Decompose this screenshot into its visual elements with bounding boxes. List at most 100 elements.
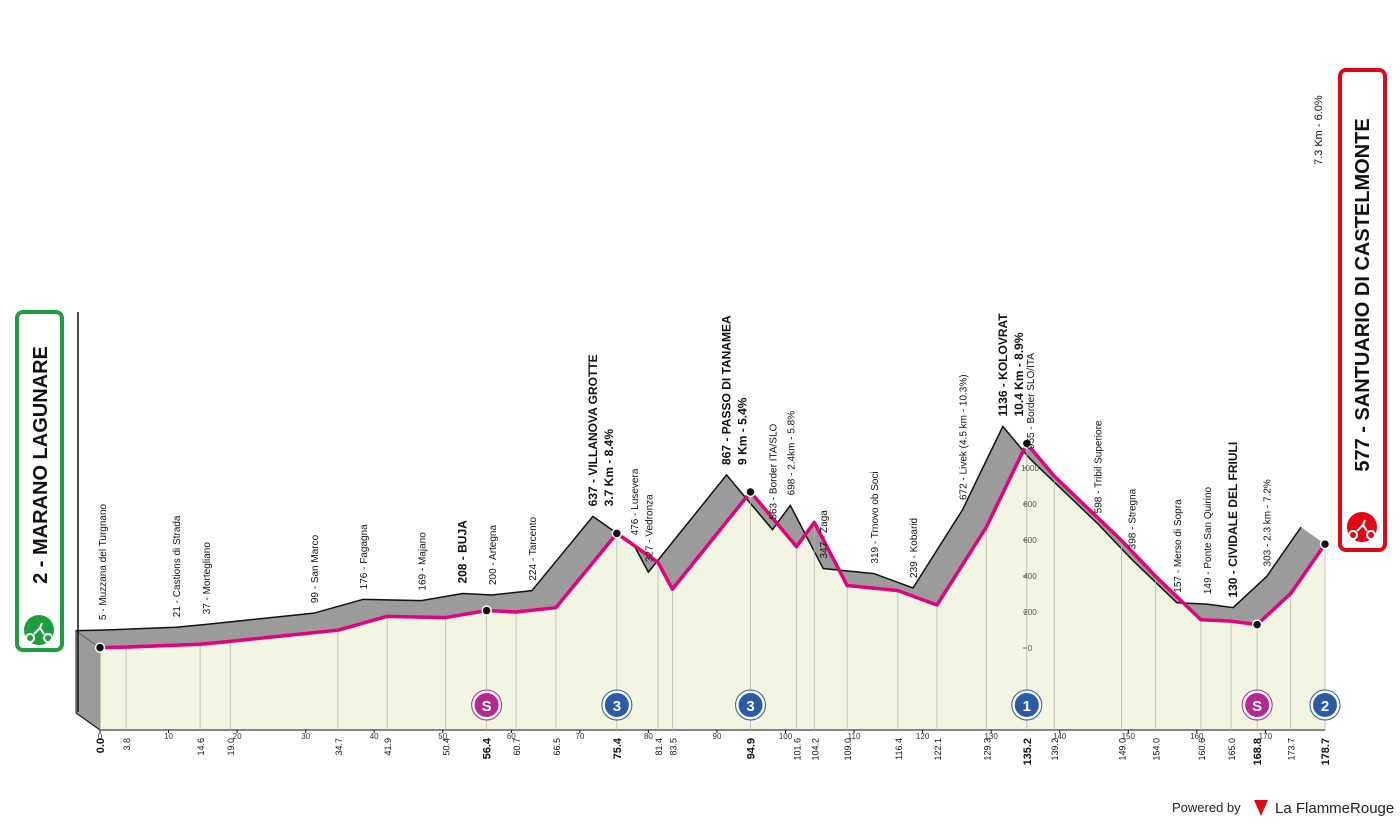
km-label: 109.0: [843, 738, 853, 761]
marker-ring: [1011, 689, 1043, 721]
marker-icon: [1311, 691, 1339, 719]
profile-line: [99, 441, 1327, 650]
marker-label: S: [482, 698, 492, 715]
waypoint-label: 21 - Castions di Strada: [172, 515, 183, 617]
finish-climb: 7.3 Km - 6.0%: [1313, 95, 1325, 165]
waypoint-label: 319 - Trnovo ob Soci: [870, 471, 881, 563]
point-dot: [611, 528, 623, 539]
finish-panel: [1338, 68, 1387, 552]
x-tick-label: 100: [779, 732, 793, 741]
km-label: 135.2: [1022, 738, 1034, 766]
marker-label: 1: [1023, 698, 1031, 715]
x-tick-label: 120: [916, 732, 930, 741]
waypoint-label: 672 - Livek (4.5 km - 10.3%): [958, 374, 969, 500]
start-label: 2 - MARANO LAGUNARE: [30, 346, 52, 584]
x-tick-label: 0: [98, 732, 103, 741]
waypoint-label: 239 - Kobarid: [909, 518, 920, 578]
y-tick-label: 800: [1023, 500, 1037, 509]
km-label: 101.6: [792, 738, 802, 761]
waypoint-label: 637 - VILLANOVA GROTTE: [586, 354, 600, 506]
bike-glyph: [1348, 519, 1377, 540]
marker-label: S: [1252, 698, 1262, 715]
point-dot: [745, 486, 756, 498]
marker-ring: [1241, 689, 1273, 721]
x-tick-label: 150: [1122, 732, 1136, 741]
waypoint-label: 37 - Mortegliano: [202, 542, 213, 615]
footer-brand: La FlammeRouge: [1275, 800, 1394, 817]
km-label: 168.8: [1252, 738, 1264, 766]
x-tick-label: 30: [301, 732, 310, 741]
km-label: 154.0: [1152, 738, 1162, 761]
waypoint-label: 5 - Muzzana del Turgnano: [98, 503, 109, 620]
marker-icon: [1243, 691, 1272, 719]
climb-note: 10.4 Km - 8.9%: [1012, 332, 1026, 416]
km-label: 41.9: [383, 738, 393, 756]
marker-icon: [1012, 691, 1041, 719]
waypoint-label: 157 - Merso di Sopra: [1173, 499, 1184, 593]
waypoint-label: 598 - Tribil Superiore: [1093, 420, 1104, 513]
point-dot: [481, 605, 492, 616]
climb-note: 3.7 Km - 8.4%: [602, 429, 616, 507]
km-label: 14.6: [196, 738, 206, 756]
marker-ring: [1309, 689, 1341, 721]
waypoint-label: 867 - PASSO DI TANAMEA: [720, 315, 734, 465]
km-label: 129.3: [982, 738, 992, 761]
x-tick-label: 40: [370, 732, 379, 741]
waypoint-label: 476 - Lusevera: [630, 468, 641, 535]
point-dot: [1319, 538, 1331, 550]
km-label: 60.7: [512, 738, 522, 756]
x-tick-label: 20: [233, 732, 242, 741]
km-label: 165.0: [1227, 738, 1237, 761]
waypoint-label: 398 - Stregna: [1128, 488, 1139, 549]
marker-label: 2: [1321, 698, 1329, 715]
x-tick-label: 110: [848, 732, 861, 741]
waypoint-label: 347 - Zaga: [819, 510, 830, 559]
km-label: 139.2: [1050, 738, 1060, 761]
waypoint-label: 224 - Tarcento: [528, 516, 539, 580]
km-label: 160.6: [1197, 738, 1207, 761]
waypoint-label: 698 - 2.4km - 5.8%: [786, 411, 797, 496]
bike-glyph: [25, 622, 54, 643]
waypoint-label: 169 - Majano: [417, 532, 428, 591]
km-label: 83.5: [668, 738, 678, 756]
marker-icon: [736, 691, 765, 719]
y-tick-label: 1000: [1021, 464, 1039, 473]
km-label: 173.7: [1287, 738, 1297, 761]
waypoint-label: 176 - Fagagna: [359, 524, 370, 589]
x-tick-label: 140: [1053, 732, 1067, 741]
footer-powered: Powered by: [1172, 800, 1241, 815]
y-tick-label: 600: [1023, 536, 1037, 545]
point-dot: [94, 642, 106, 653]
waypoint-label: 1136 - KOLOVRAT: [996, 313, 1010, 417]
x-tick-label: 90: [713, 732, 722, 741]
base-side: [75, 712, 101, 731]
waypoint-label: 200 - Artegna: [488, 525, 499, 585]
waypoint-label: 99 - San Marco: [310, 534, 321, 603]
waypoint-label: 208 - BUJA: [456, 520, 470, 584]
waypoint-label: 130 - CIVIDALE DEL FRIULI: [1226, 442, 1240, 598]
x-tick-label: 160: [1190, 732, 1204, 741]
profile-band: [76, 426, 1325, 648]
x-tick-label: 10: [164, 732, 173, 741]
marker-label: 3: [746, 698, 754, 715]
km-label: 75.4: [612, 737, 624, 759]
point-dot: [1021, 438, 1033, 449]
waypoint-label: 955 - Border SLO/ITA: [1026, 353, 1037, 449]
km-label: 149.0: [1117, 738, 1127, 761]
km-label: 178.7: [1320, 738, 1332, 766]
x-tick-label: 80: [644, 732, 653, 741]
y-tick-label: 0: [1028, 644, 1033, 653]
waypoint-label: 563 - Border ITA/SLO: [768, 423, 779, 519]
x-tick-label: 70: [575, 732, 584, 741]
x-tick-label: 50: [438, 732, 447, 741]
start-panel: [15, 310, 64, 652]
km-label: 19.0: [226, 738, 236, 756]
km-label: 56.4: [482, 737, 494, 759]
km-label: 104.2: [810, 738, 820, 761]
km-label: 50.4: [441, 738, 451, 756]
km-label: 81.4: [654, 738, 664, 756]
x-tick-label: 60: [507, 732, 516, 741]
marker-ring: [471, 689, 503, 721]
marker-icon: [602, 691, 631, 719]
